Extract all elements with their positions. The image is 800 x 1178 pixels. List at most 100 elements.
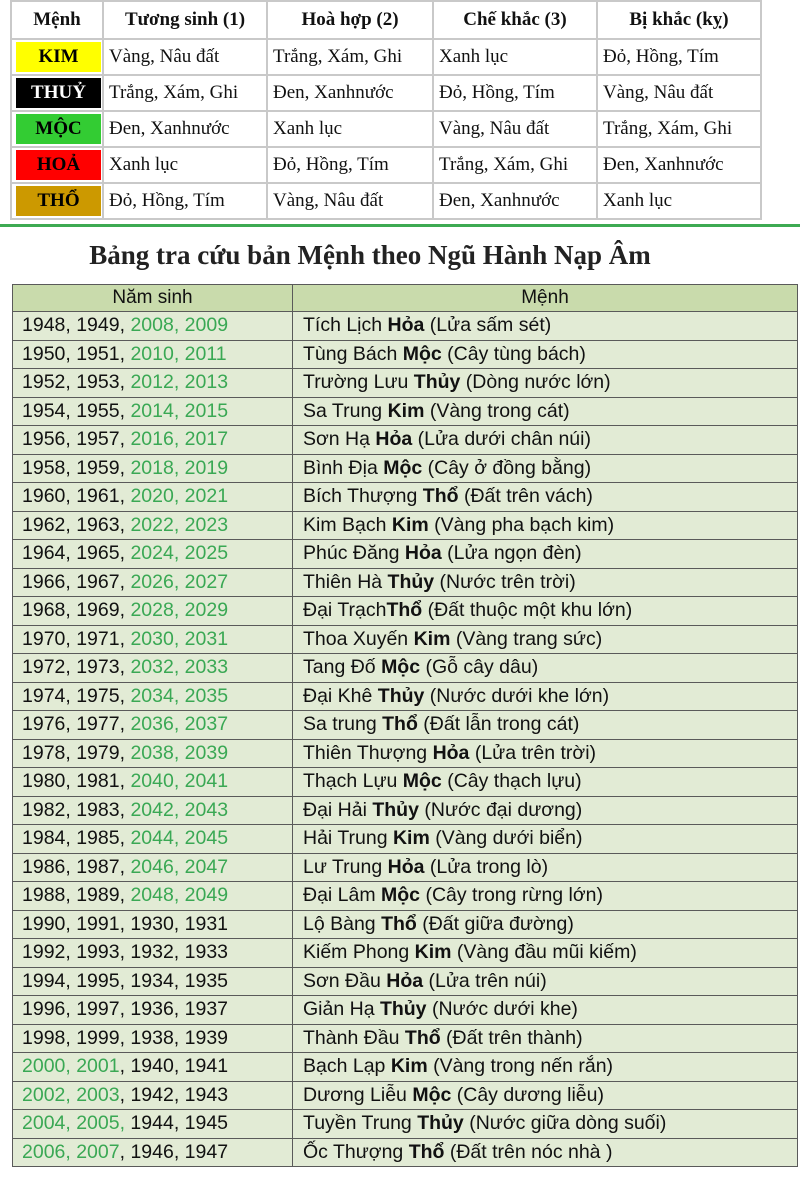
table-row: 1958, 1959, 2018, 2019 Bình Địa Mộc (Cây …	[12, 453, 798, 483]
birth-years-cell: 1988, 1989, 2048, 2049	[12, 881, 293, 911]
birth-years-cell: 1986, 1987, 2046, 2047	[12, 852, 293, 882]
menh-name-cell: Đại Hải Thủy (Nước đại dương)	[292, 795, 798, 825]
menh-element: Mộc	[381, 884, 421, 907]
color-cell: Đỏ, Hồng, Tím	[102, 182, 268, 220]
menh-prefix: Ốc Thượng	[303, 1140, 409, 1163]
menh-prefix: Thành Đầu	[303, 1026, 405, 1049]
menh-prefix: Đại Khê	[303, 684, 378, 707]
menh-name-cell: Giản Hạ Thủy (Nước dưới khe)	[292, 995, 798, 1025]
menh-name-cell: Sơn Hạ Hỏa (Lửa dưới chân núi)	[292, 425, 798, 455]
menh-element: Hỏa	[404, 542, 442, 565]
menh-name-cell: Đại Khê Thủy (Nước dưới khe lớn)	[292, 681, 798, 711]
menh-prefix: Thiên Thượng	[303, 741, 433, 764]
year-range-green: 2016, 2017	[130, 428, 229, 451]
color-cell: Xanh lục	[102, 146, 268, 184]
color-cell: Vàng, Nâu đất	[266, 182, 434, 220]
birth-years-cell: 1948, 1949, 2008, 2009	[12, 311, 293, 341]
year-range-green: 2028, 2029	[130, 599, 229, 622]
color-cell: Trắng, Xám, Ghi	[596, 110, 762, 148]
menh-prefix: Thoa Xuyến	[303, 627, 414, 650]
menh-meaning: (Đất trên thành)	[440, 1026, 583, 1049]
menh-meaning: (Cây trong rừng lớn)	[420, 884, 604, 907]
table-row: 1990, 1991, 1930, 1931 Lộ Bàng Thổ (Đất g…	[12, 909, 798, 939]
menh-element: Mộc	[402, 770, 442, 793]
menh-badge: HOẢ	[16, 150, 101, 180]
menh-prefix: Kiếm Phong	[303, 941, 415, 964]
color-cell: Trắng, Xám, Ghi	[102, 74, 268, 112]
year-range: 1956, 1957,	[22, 428, 131, 451]
menh-prefix: Sa trung	[303, 713, 383, 736]
birth-years-cell: 2006, 2007, 1946, 1947	[12, 1137, 293, 1167]
menh-cell: THUỶ	[10, 74, 104, 112]
menh-meaning: (Lửa sấm sét)	[424, 314, 552, 337]
birth-years-cell: 1962, 1963, 2022, 2023	[12, 510, 293, 540]
menh-meaning: (Cây ở đồng bằng)	[422, 456, 592, 479]
menh-element: Mộc	[381, 656, 421, 679]
menh-element: Kim	[392, 827, 430, 850]
header-row: Mệnh Tương sinh (1) Hoà hợp (2) Chế khắc…	[10, 0, 762, 40]
table-row: 1982, 1983, 2042, 2043 Đại Hải Thủy (Nước…	[12, 795, 798, 825]
menh-meaning: (Nước dưới khe lớn)	[424, 684, 610, 707]
menh-prefix: Lư Trung	[303, 855, 388, 878]
menh-prefix: Trường Lưu	[303, 371, 414, 394]
year-range: , 1942, 1943	[119, 1083, 229, 1106]
birth-years-cell: 1992, 1993, 1932, 1933	[12, 938, 293, 968]
menh-prefix: Đại Trạch	[303, 599, 387, 622]
year-range: 1976, 1977,	[22, 713, 131, 736]
year-range: 1998, 1999, 1938, 1939	[22, 1026, 229, 1049]
table-row: 1986, 1987, 2046, 2047 Lư Trung Hỏa (Lửa …	[12, 852, 798, 882]
year-range-green: 2014, 2015	[130, 399, 229, 422]
menh-element: Kim	[390, 1055, 428, 1078]
menh-element: Kim	[413, 627, 451, 650]
birth-years-cell: 1964, 1965, 2024, 2025	[12, 539, 293, 569]
menh-prefix: Kim Bạch	[303, 513, 392, 536]
menh-name-cell: Sa Trung Kim (Vàng trong cát)	[292, 396, 798, 426]
menh-prefix: Sơn Đầu	[303, 969, 387, 992]
year-range: 1944, 1945	[125, 1112, 229, 1135]
year-range: , 1946, 1947	[119, 1140, 229, 1163]
year-range-green: 2020, 2021	[130, 485, 229, 508]
menh-name-cell: Hải Trung Kim (Vàng dưới biển)	[292, 824, 798, 854]
menh-element: Thủy	[417, 1112, 464, 1135]
menh-element: Thủy	[387, 570, 435, 593]
menh-element: Thổ	[408, 1140, 445, 1163]
year-range: 1980, 1981,	[22, 770, 131, 793]
color-cell: Đỏ, Hồng, Tím	[432, 74, 598, 112]
year-range-green: 2018, 2019	[130, 456, 229, 479]
menh-cell: KIM	[10, 38, 104, 76]
menh-meaning: (Cây dương liễu)	[451, 1083, 604, 1106]
menh-prefix: Bích Thượng	[303, 485, 423, 508]
year-range: 1994, 1995, 1934, 1935	[22, 969, 229, 992]
menh-prefix: Bạch Lạp	[303, 1055, 391, 1078]
color-cell: Trắng, Xám, Ghi	[266, 38, 434, 76]
year-range-green: 2000, 2001	[22, 1055, 120, 1078]
menh-meaning: (Lửa trên trời)	[469, 741, 597, 764]
color-cell: Trắng, Xám, Ghi	[432, 146, 598, 184]
menh-name-cell: Đại Lâm Mộc (Cây trong rừng lớn)	[292, 881, 798, 911]
color-cell: Vàng, Nâu đất	[596, 74, 762, 112]
menh-prefix: Thiên Hà	[303, 570, 388, 593]
year-range: 1990, 1991, 1930, 1931	[22, 912, 229, 935]
table-row: 2006, 2007, 1946, 1947 Ốc Thượng Thổ (Đất…	[12, 1137, 798, 1167]
menh-element: Mộc	[383, 456, 423, 479]
birth-years-cell: 1994, 1995, 1934, 1935	[12, 966, 293, 996]
year-range: 1966, 1967,	[22, 570, 131, 593]
menh-element: Mộc	[412, 1083, 452, 1106]
header-menh: Mệnh	[10, 0, 104, 40]
table-row: 1996, 1997, 1936, 1937 Giản Hạ Thủy (Nước…	[12, 995, 798, 1025]
year-range-green: 2042, 2043	[130, 798, 229, 821]
menh-name-cell: Tích Lịch Hỏa (Lửa sấm sét)	[292, 311, 798, 341]
year-range-green: 2002, 2003	[22, 1083, 120, 1106]
menh-element: Kim	[414, 941, 452, 964]
table-row: 1962, 1963, 2022, 2023 Kim Bạch Kim (Vàng…	[12, 510, 798, 540]
color-cell: Xanh lục	[266, 110, 434, 148]
table-row: 1998, 1999, 1938, 1939 Thành Đầu Thổ (Đất…	[12, 1023, 798, 1053]
year-range: 1970, 1971,	[22, 627, 131, 650]
table-row: 2002, 2003, 1942, 1943 Dương Liễu Mộc (Câ…	[12, 1080, 798, 1110]
header-tuong-sinh: Tương sinh (1)	[102, 0, 268, 40]
table-row: 1960, 1961, 2020, 2021 Bích Thượng Thổ (Đ…	[12, 482, 798, 512]
menh-meaning: (Vàng đầu mũi kiếm)	[451, 941, 637, 964]
menh-meaning: (Nước giữa dòng suối)	[463, 1112, 667, 1135]
menh-name-cell: Thạch Lựu Mộc (Cây thạch lựu)	[292, 767, 798, 797]
menh-name-cell: Tuyền Trung Thủy (Nước giữa dòng suối)	[292, 1109, 798, 1139]
